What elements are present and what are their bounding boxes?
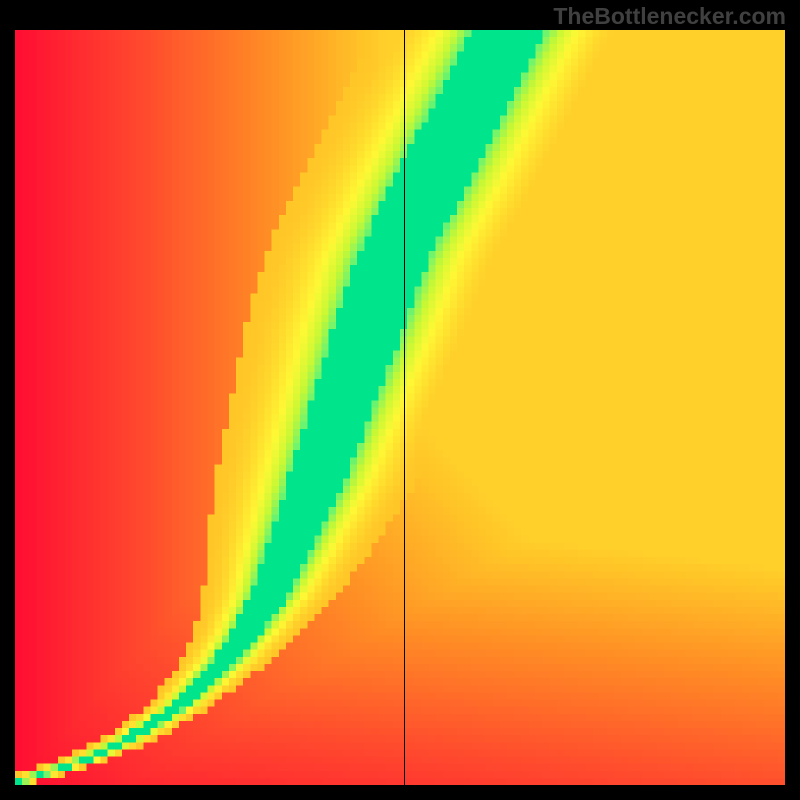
vertical-marker-tick: [402, 18, 407, 23]
bottleneck-heatmap: [15, 30, 785, 785]
watermark-text: TheBottlenecker.com: [553, 3, 786, 30]
chart-container: TheBottlenecker.com: [0, 0, 800, 800]
vertical-marker-line: [404, 23, 405, 785]
